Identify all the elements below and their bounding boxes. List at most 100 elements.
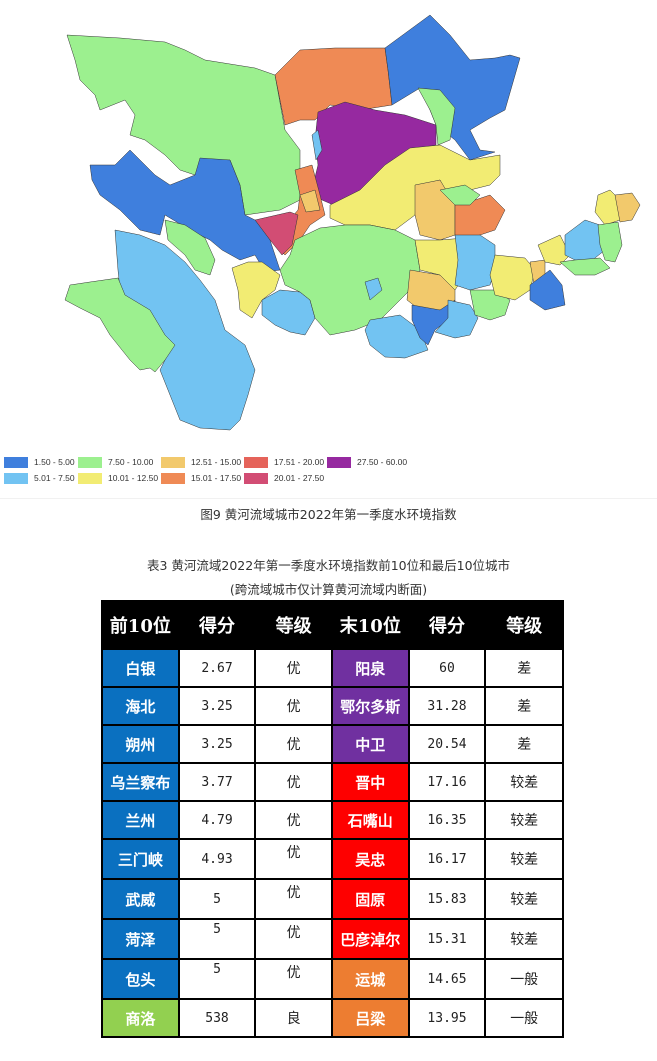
ranking-table: 前10位 得分 等级 末10位 得分 等级 白银 2.67 优 阳泉 60 差 …: [101, 600, 564, 1038]
bottom-grade-cell: 较差: [484, 762, 564, 802]
bottom-grade-cell: 一般: [484, 998, 564, 1038]
bottom-city-cell: 中卫: [330, 724, 410, 764]
map-region: [417, 87, 456, 146]
top-score-cell: 538: [177, 998, 257, 1038]
top-city-cell: 兰州: [101, 800, 180, 840]
map-region: [164, 219, 216, 276]
map-region: [364, 277, 383, 301]
top-city-cell: 武威: [101, 878, 180, 920]
top-grade-cell: 优: [254, 838, 333, 880]
top-city-cell: 商洛: [101, 998, 180, 1038]
bottom-grade-cell: 较差: [484, 878, 564, 920]
legend-swatch: [4, 456, 28, 468]
map-region: [564, 219, 606, 263]
legend-swatch: [161, 456, 185, 468]
bottom-grade-cell: 较差: [484, 800, 564, 840]
legend-label: 12.51 - 15.00: [191, 457, 242, 467]
map-region: [64, 277, 176, 373]
map-region: [311, 129, 323, 161]
legend-label: 27.50 - 60.00: [357, 457, 408, 467]
top-city-cell: 海北: [101, 686, 180, 726]
map-region: [439, 184, 481, 206]
top-grade-cell: 优: [254, 724, 333, 764]
table-caption-note: (跨流域城市仅计算黄河流域内断面): [229, 582, 428, 597]
bottom-score-cell: 15.83: [407, 878, 487, 920]
table-row: 兰州 4.79 优 石嘴山 16.35 较差: [101, 800, 564, 840]
bottom-score-cell: 17.16: [407, 762, 487, 802]
bottom-grade-cell: 差: [484, 648, 564, 688]
legend-swatch: [78, 472, 102, 484]
legend-item: 5.01 - 7.50: [4, 472, 75, 484]
map-region: [434, 299, 479, 339]
top-grade-cell: 优: [254, 918, 333, 960]
header-top10: 前10位: [101, 600, 180, 650]
table-row: 白银 2.67 优 阳泉 60 差: [101, 648, 564, 688]
bottom-grade-cell: 较差: [484, 918, 564, 960]
legend-item: 17.51 - 20.00: [244, 456, 324, 468]
bottom-city-cell: 运城: [330, 958, 410, 1000]
bottom-score-cell: 60: [407, 648, 487, 688]
legend-item: 27.50 - 60.00: [327, 456, 407, 468]
bottom-grade-cell: 差: [484, 724, 564, 764]
bottom-score-cell: 13.95: [407, 998, 487, 1038]
bottom-city-cell: 石嘴山: [330, 800, 410, 840]
table-row: 包头 5 优 运城 14.65 一般: [101, 958, 564, 1000]
table-row: 三门峡 4.93 优 吴忠 16.17 较差: [101, 838, 564, 880]
top-grade-cell: 优: [254, 878, 333, 920]
bottom-score-cell: 16.17: [407, 838, 487, 880]
top-city-cell: 包头: [101, 958, 180, 1000]
map-region: [529, 269, 566, 311]
legend-item: 1.50 - 5.00: [4, 456, 75, 468]
map-region: [274, 47, 393, 126]
bottom-grade-cell: 一般: [484, 958, 564, 1000]
table-row: 商洛 538 良 吕梁 13.95 一般: [101, 998, 564, 1038]
bottom-city-cell: 阳泉: [330, 648, 410, 688]
top-city-cell: 白银: [101, 648, 180, 688]
map-region: [231, 261, 281, 319]
top-city-cell: 菏泽: [101, 918, 180, 960]
header-score: 得分: [177, 600, 257, 650]
map-region: [614, 192, 641, 223]
top-score-cell: 3.77: [177, 762, 257, 802]
legend-item: 10.01 - 12.50: [78, 472, 158, 484]
divider: [0, 498, 657, 499]
legend-swatch: [4, 472, 28, 484]
top-grade-cell: 优: [254, 958, 333, 1000]
top-grade-cell: 良: [254, 998, 333, 1038]
bottom-score-cell: 31.28: [407, 686, 487, 726]
legend-label: 10.01 - 12.50: [108, 473, 159, 483]
map-region: [489, 254, 536, 301]
header-grade: 等级: [254, 600, 333, 650]
top-city-cell: 乌兰察布: [101, 762, 180, 802]
top-score-cell: 5: [177, 878, 257, 920]
map-region: [411, 299, 456, 346]
top-score-cell: 4.79: [177, 800, 257, 840]
legend-swatch: [78, 456, 102, 468]
bottom-score-cell: 16.35: [407, 800, 487, 840]
legend-item: 12.51 - 15.00: [161, 456, 241, 468]
legend-swatch: [161, 472, 185, 484]
table-row: 菏泽 5 优 巴彦淖尔 15.31 较差: [101, 918, 564, 960]
top-score-cell: 4.93: [177, 838, 257, 880]
bottom-city-cell: 吕梁: [330, 998, 410, 1038]
top-grade-cell: 优: [254, 762, 333, 802]
map-region: [261, 289, 316, 336]
bottom-city-cell: 吴忠: [330, 838, 410, 880]
table-row: 海北 3.25 优 鄂尔多斯 31.28 差: [101, 686, 564, 726]
top-score-cell: 3.25: [177, 724, 257, 764]
top-grade-cell: 优: [254, 648, 333, 688]
table-header-row: 前10位 得分 等级 末10位 得分 等级: [101, 600, 564, 650]
table-row: 武威 5 优 固原 15.83 较差: [101, 878, 564, 920]
top-city-cell: 三门峡: [101, 838, 180, 880]
top-city-cell: 朔州: [101, 724, 180, 764]
legend-label: 15.01 - 17.50: [191, 473, 242, 483]
header-score: 得分: [407, 600, 487, 650]
top-grade-cell: 优: [254, 800, 333, 840]
bottom-city-cell: 固原: [330, 878, 410, 920]
bottom-city-cell: 晋中: [330, 762, 410, 802]
top-grade-cell: 优: [254, 686, 333, 726]
header-bottom10: 末10位: [330, 600, 410, 650]
legend-swatch: [327, 456, 351, 468]
legend-item: 7.50 - 10.00: [78, 456, 153, 468]
legend-label: 5.01 - 7.50: [34, 473, 75, 483]
